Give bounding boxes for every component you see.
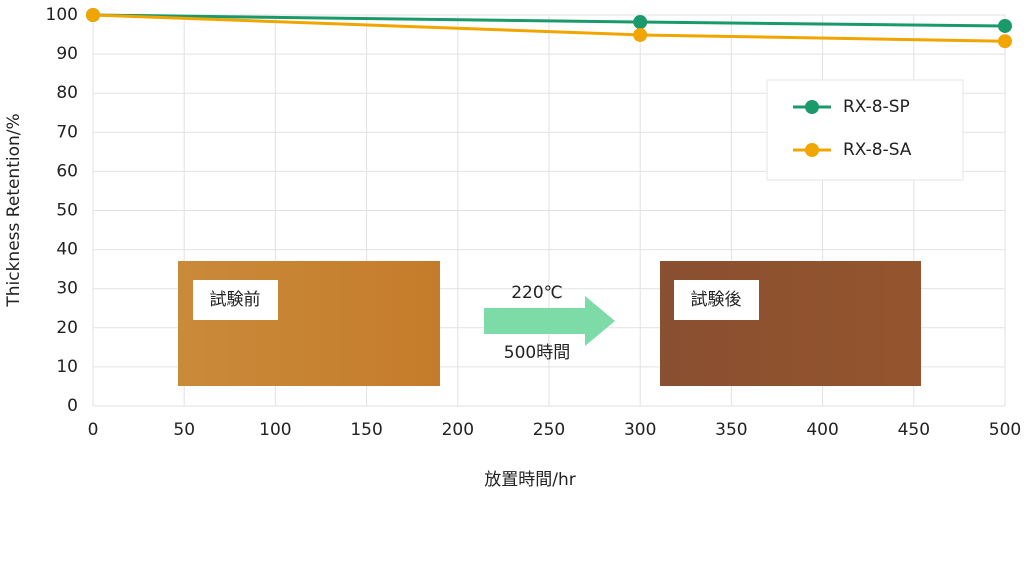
- x-tick-label: 300: [624, 420, 656, 440]
- before-label: 試験前: [210, 290, 261, 310]
- x-tick-label: 250: [533, 420, 565, 440]
- temperature-label: 220℃: [511, 283, 563, 303]
- x-axis-label: 放置時間/hr: [484, 470, 576, 490]
- y-tick-label: 80: [56, 83, 78, 103]
- y-tick-label: 50: [56, 201, 78, 221]
- y-tick-label: 40: [56, 240, 78, 260]
- y-tick-label: 100: [46, 5, 78, 25]
- legend-label: RX-8-SP: [843, 97, 910, 117]
- legend: [766, 79, 964, 181]
- x-tick-label: 100: [259, 420, 291, 440]
- y-tick-label: 60: [56, 161, 78, 181]
- x-tick-label: 450: [898, 420, 930, 440]
- x-tick-label: 50: [173, 420, 195, 440]
- x-tick-label: 150: [350, 420, 382, 440]
- point: [633, 27, 648, 42]
- point: [86, 8, 100, 22]
- y-tick-label: 30: [56, 279, 78, 299]
- x-tick-label: 350: [715, 420, 747, 440]
- after-label: 試験後: [691, 290, 742, 310]
- point: [998, 18, 1012, 33]
- y-tick-label: 0: [67, 396, 78, 416]
- duration-label: 500時間: [504, 343, 570, 363]
- label-box: [193, 280, 278, 320]
- y-axis-label: Thickness Retention/%: [4, 113, 24, 307]
- y-tick-label: 10: [56, 357, 78, 377]
- label-box: [674, 280, 759, 320]
- y-tick-label: 20: [56, 318, 78, 338]
- arrow: [484, 296, 615, 346]
- y-tick-label: 70: [56, 122, 78, 142]
- legend-label: RX-8-SA: [843, 140, 912, 160]
- point: [633, 15, 648, 30]
- photo-after: [660, 261, 921, 386]
- legend-marker: [805, 100, 819, 114]
- x-tick-label: 200: [442, 420, 474, 440]
- x-tick-label: 0: [88, 420, 99, 440]
- photo-before: [178, 261, 440, 386]
- legend-marker: [805, 143, 819, 157]
- point: [998, 34, 1012, 49]
- x-tick-label: 500: [989, 420, 1021, 440]
- y-tick-label: 90: [56, 44, 78, 64]
- x-tick-label: 400: [806, 420, 838, 440]
